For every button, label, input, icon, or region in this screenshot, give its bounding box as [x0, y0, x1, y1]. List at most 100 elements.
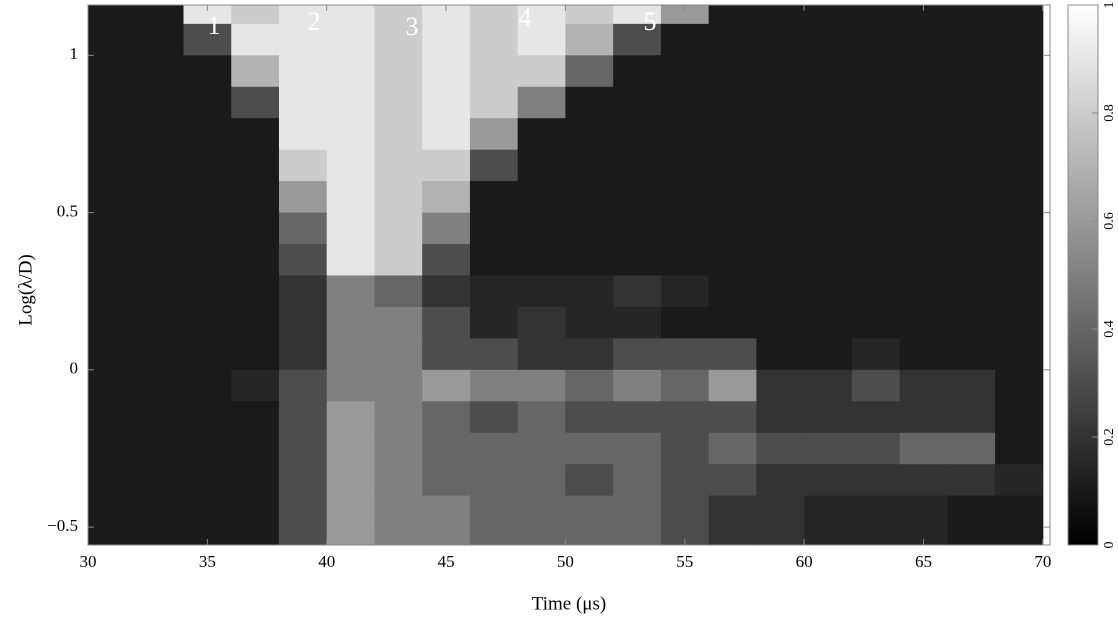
heatmap-cell [422, 369, 471, 402]
heatmap-cell [422, 181, 471, 214]
heatmap-cell [947, 5, 996, 25]
heatmap-cell [660, 149, 710, 182]
heatmap-cell [660, 401, 710, 434]
heatmap-cell [326, 401, 375, 434]
heatmap-cell [565, 23, 614, 56]
heatmap-cell [947, 495, 996, 528]
heatmap-cell [708, 527, 757, 545]
heatmap-cell [183, 401, 232, 434]
heatmap-cell [326, 149, 375, 182]
heatmap-cell [88, 212, 137, 245]
heatmap-cell [135, 432, 184, 465]
heatmap-cell [899, 212, 948, 245]
heatmap-cell [660, 338, 710, 371]
heatmap-cell [88, 495, 137, 528]
heatmap-cell [804, 338, 853, 371]
heatmap-cell [374, 338, 423, 371]
heatmap-cell [565, 118, 614, 151]
heatmap-cell [756, 495, 805, 528]
heatmap-cell [517, 86, 566, 119]
heatmap-cell [565, 5, 614, 25]
heatmap-cell [231, 212, 280, 245]
heatmap-cell [278, 432, 328, 465]
heatmap-cell [183, 244, 232, 276]
heatmap-cell [231, 464, 280, 497]
heatmap-cell [326, 338, 375, 371]
heatmap-cell [183, 306, 232, 339]
heatmap-cell [135, 275, 184, 308]
heatmap-cell [88, 23, 137, 56]
heatmap-cell [374, 212, 423, 245]
heatmap-cell [183, 212, 232, 245]
heatmap-cell [613, 464, 662, 497]
heatmap-cell [947, 432, 996, 465]
heatmap-cell [326, 464, 375, 497]
y-tick-label: −0.5 [47, 516, 78, 535]
heatmap-cell [278, 275, 328, 308]
heatmap-cell [995, 464, 1044, 497]
heatmap-cell [565, 495, 614, 528]
heatmap-cell [756, 55, 805, 88]
heatmap-cell [947, 23, 996, 56]
heatmap-cell [183, 338, 232, 371]
heatmap-cell [183, 432, 232, 465]
heatmap-cell [995, 244, 1044, 276]
heatmap-cell [469, 149, 519, 182]
heatmap-cell [469, 369, 519, 402]
heatmap-cell [565, 369, 614, 402]
heatmap-cell [613, 212, 662, 245]
heatmap-cell [326, 495, 375, 528]
heatmap-cell [183, 23, 232, 56]
heatmap-cell [804, 369, 853, 402]
heatmap-cell [374, 401, 423, 434]
heatmap-cell [804, 23, 853, 56]
heatmap-cell [278, 86, 328, 119]
heatmap-cell [231, 527, 280, 545]
heatmap-cell [756, 432, 805, 465]
heatmap-cell [517, 23, 566, 56]
heatmap-cell [756, 118, 805, 151]
heatmap-cell [947, 527, 996, 545]
heatmap-cell [422, 495, 471, 528]
heatmap-cell [469, 118, 519, 151]
heatmap-cell [995, 527, 1044, 545]
heatmap-cell [469, 338, 519, 371]
heatmap-cell [851, 401, 901, 434]
heatmap-cell [708, 118, 757, 151]
heatmap-cell [995, 86, 1044, 119]
heatmap-cell [326, 244, 375, 276]
heatmap-cell [708, 23, 757, 56]
heatmap-cell [88, 306, 137, 339]
heatmap-cell [565, 181, 614, 214]
annotation: 4 [519, 3, 532, 32]
colorbar [1067, 4, 1099, 546]
y-tick-label: 0 [70, 359, 79, 378]
heatmap-cell [660, 118, 710, 151]
heatmap-cell [135, 5, 184, 25]
heatmap-cell [804, 464, 853, 497]
heatmap-cell [708, 369, 757, 402]
colorbar-tick-label: 0.2 [1102, 428, 1117, 446]
heatmap-cell [326, 86, 375, 119]
heatmap-cell [947, 464, 996, 497]
heatmap-cell [469, 23, 519, 56]
heatmap-cell [231, 5, 280, 25]
heatmap-cell [231, 181, 280, 214]
heatmap-cell [278, 244, 328, 276]
heatmap-cell [756, 527, 805, 545]
heatmap-cell [708, 401, 757, 434]
heatmap-cell [88, 181, 137, 214]
heatmap-cell [947, 275, 996, 308]
heatmap-cell [326, 275, 375, 308]
heatmap-cell [947, 212, 996, 245]
heatmap-cell [88, 401, 137, 434]
heatmap-cell [851, 149, 901, 182]
heatmap-cell [851, 275, 901, 308]
heatmap-cell [899, 244, 948, 276]
heatmap-cell [660, 5, 710, 25]
x-axis-label: Time (μs) [532, 593, 606, 614]
heatmap-cell [660, 464, 710, 497]
heatmap-cell [135, 495, 184, 528]
heatmap-cell [851, 181, 901, 214]
heatmap-cell [660, 244, 710, 276]
